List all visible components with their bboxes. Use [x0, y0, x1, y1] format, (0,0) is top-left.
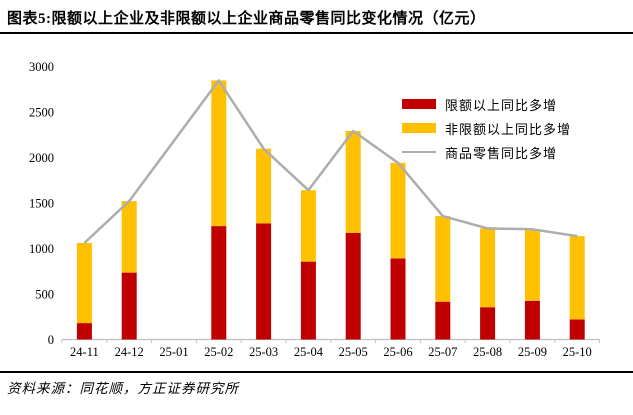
x-tick-label: 25-05	[339, 345, 368, 359]
bar-segment-non-limit-above	[345, 131, 361, 233]
x-tick-label: 24-12	[115, 345, 144, 359]
x-tick-label: 25-09	[518, 345, 547, 359]
bar-segment-limit-above	[256, 223, 272, 340]
x-tick-label: 25-03	[249, 345, 278, 359]
x-tick-label: 25-10	[563, 345, 592, 359]
chart-area: 0 500 1000 1500 2000 2500 3000 24-11 24-12 25-01 2…	[0, 40, 633, 370]
bar-segment-limit-above	[569, 319, 585, 340]
legend-label-non-limit-above: 非限额以上同比多增	[445, 121, 572, 137]
legend-label-retail-total: 商品零售同比多增	[445, 145, 558, 161]
bar-segment-limit-above	[76, 323, 92, 340]
x-tick-label: 24-11	[70, 345, 99, 359]
bar-segment-limit-above	[435, 301, 451, 340]
bar-segment-limit-above	[480, 307, 496, 340]
y-tick-label: 2000	[29, 151, 54, 165]
legend-item-limit-above: 限额以上同比多增	[402, 92, 571, 116]
bar-segment-non-limit-above	[569, 236, 585, 320]
legend-label-limit-above: 限额以上同比多增	[445, 97, 558, 113]
legend-item-non-limit-above: 非限额以上同比多增	[402, 116, 571, 140]
x-tick-label: 25-01	[159, 345, 188, 359]
y-tick-label: 2500	[29, 105, 54, 119]
x-tick-label: 25-06	[383, 345, 412, 359]
bar-segment-non-limit-above	[300, 190, 316, 262]
bar-segment-limit-above	[390, 258, 406, 340]
x-tick-label: 25-07	[428, 345, 457, 359]
y-tick-label: 500	[35, 288, 54, 302]
footer-divider	[0, 371, 633, 373]
retail-total-line	[83, 79, 578, 244]
chart-canvas: 0 500 1000 1500 2000 2500 3000 24-11 24-12 25-01 2…	[29, 60, 601, 359]
figure-title: 图表5:限额以上企业及非限额以上企业商品零售同比变化情况（亿元）	[7, 11, 486, 27]
bar-segment-non-limit-above	[480, 228, 496, 308]
bar-segment-non-limit-above	[524, 229, 540, 301]
x-tick-label: 25-04	[294, 345, 324, 359]
source-note: 资料来源：同花顺，方正证券研究所	[7, 381, 239, 396]
chart-legend: 限额以上同比多增 非限额以上同比多增 商品零售同比多增	[402, 92, 571, 164]
x-tick-label: 25-02	[204, 345, 233, 359]
bar-segment-limit-above	[524, 300, 540, 340]
legend-swatch-limit-above-icon	[402, 99, 436, 109]
x-tick-label: 25-08	[473, 345, 502, 359]
y-tick-label: 0	[48, 333, 54, 347]
bar-segment-non-limit-above	[435, 216, 451, 302]
bar-segment-limit-above	[211, 226, 227, 340]
bar-segment-limit-above	[345, 233, 361, 340]
legend-swatch-retail-line-icon	[402, 150, 436, 154]
y-tick-label: 1500	[29, 196, 54, 210]
bar-segment-non-limit-above	[76, 243, 92, 324]
y-tick-label: 3000	[29, 60, 54, 74]
legend-item-retail-total: 商品零售同比多增	[402, 140, 571, 164]
y-tick-label: 1000	[29, 242, 54, 256]
bar-segment-non-limit-above	[121, 201, 137, 273]
bar-segment-non-limit-above	[256, 148, 272, 224]
legend-swatch-non-limit-above-icon	[402, 123, 436, 133]
bar-segment-limit-above	[121, 272, 137, 340]
bar-segment-non-limit-above	[211, 80, 227, 227]
title-divider	[0, 32, 633, 34]
bar-segment-limit-above	[300, 261, 316, 340]
bar-segment-non-limit-above	[390, 162, 406, 259]
